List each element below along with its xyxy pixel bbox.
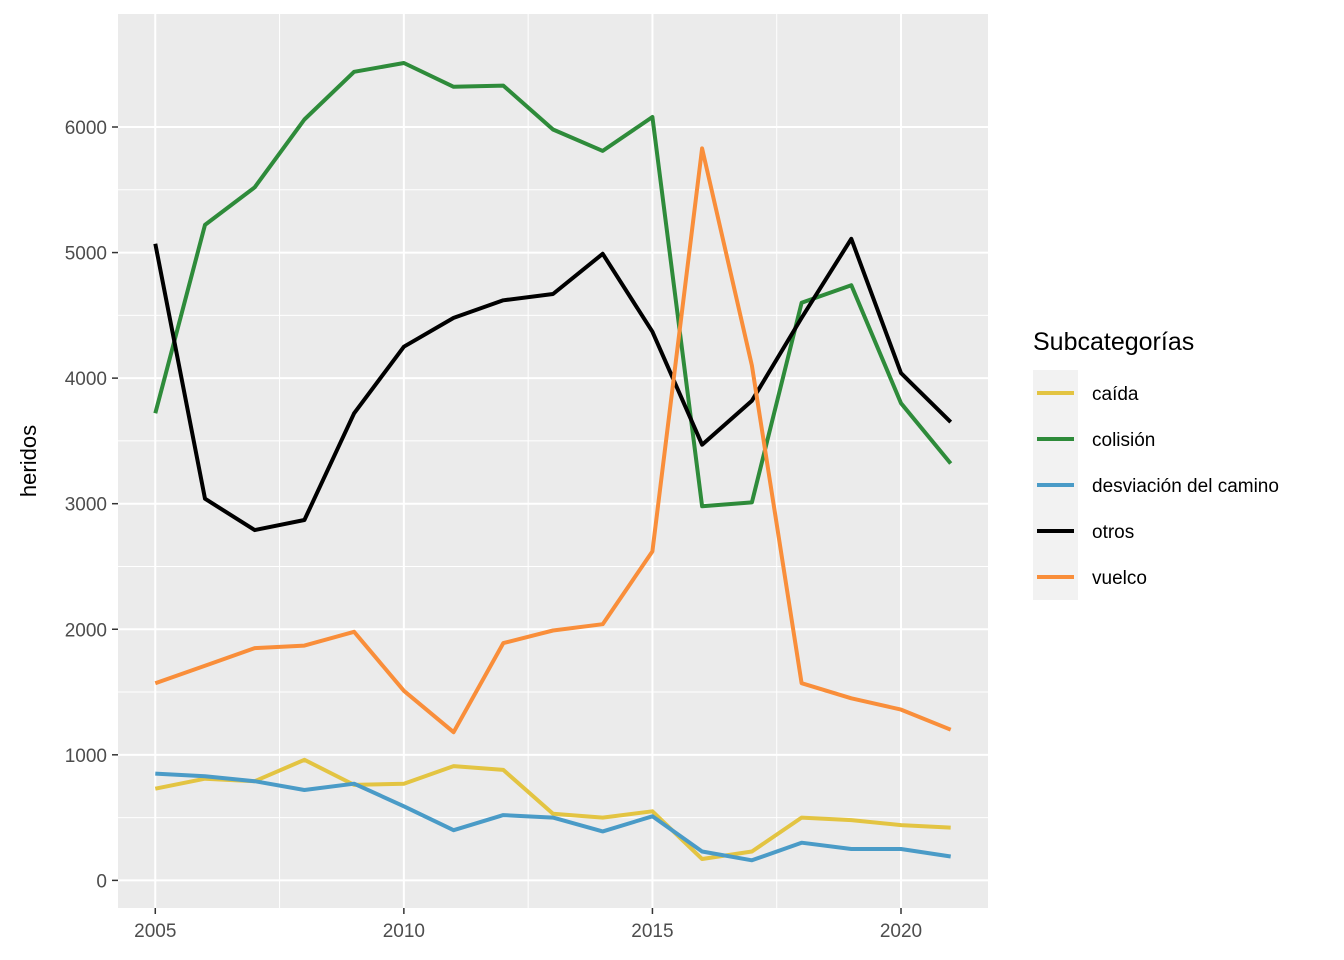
x-tick-label: 2010 <box>383 921 425 942</box>
y-axis-tick-labels: 0 1000 2000 3000 4000 5000 6000 <box>65 118 107 892</box>
legend-label: vuelco <box>1092 568 1147 589</box>
legend-items: caída colisión desviación del camino otros v… <box>1037 384 1279 589</box>
plot-panel <box>118 14 988 908</box>
series-line-vuelco <box>154 146 952 735</box>
legend-label: otros <box>1092 522 1134 543</box>
legend: Subcategorías caída colisión desviación de… <box>1033 328 1279 600</box>
y-tick-label: 3000 <box>65 495 107 516</box>
series-lines <box>153 61 953 863</box>
major-gridlines <box>118 14 988 908</box>
legend-label: colisión <box>1092 430 1155 451</box>
legend-title: Subcategorías <box>1033 328 1194 356</box>
legend-label: desviación del camino <box>1092 476 1279 497</box>
x-axis-tick-labels: 2005 2010 2015 2020 <box>134 921 922 942</box>
y-tick-label: 1000 <box>65 746 107 767</box>
axis-ticks <box>112 126 902 914</box>
minor-gridlines <box>118 14 988 908</box>
series-line-otros <box>153 236 953 533</box>
y-tick-label: 0 <box>96 871 107 892</box>
x-tick-label: 2005 <box>134 921 176 942</box>
y-axis-title: heridos <box>16 425 41 497</box>
legend-label: caída <box>1092 384 1139 405</box>
x-tick-label: 2015 <box>631 921 673 942</box>
y-tick-label: 6000 <box>65 118 107 139</box>
x-tick-label: 2020 <box>880 921 922 942</box>
y-tick-label: 4000 <box>65 369 107 390</box>
y-tick-label: 2000 <box>65 620 107 641</box>
y-tick-label: 5000 <box>65 244 107 265</box>
series-line-colisión <box>153 61 953 509</box>
series-line-desviación-del-camino <box>155 771 951 863</box>
series-line-caída <box>154 757 951 861</box>
